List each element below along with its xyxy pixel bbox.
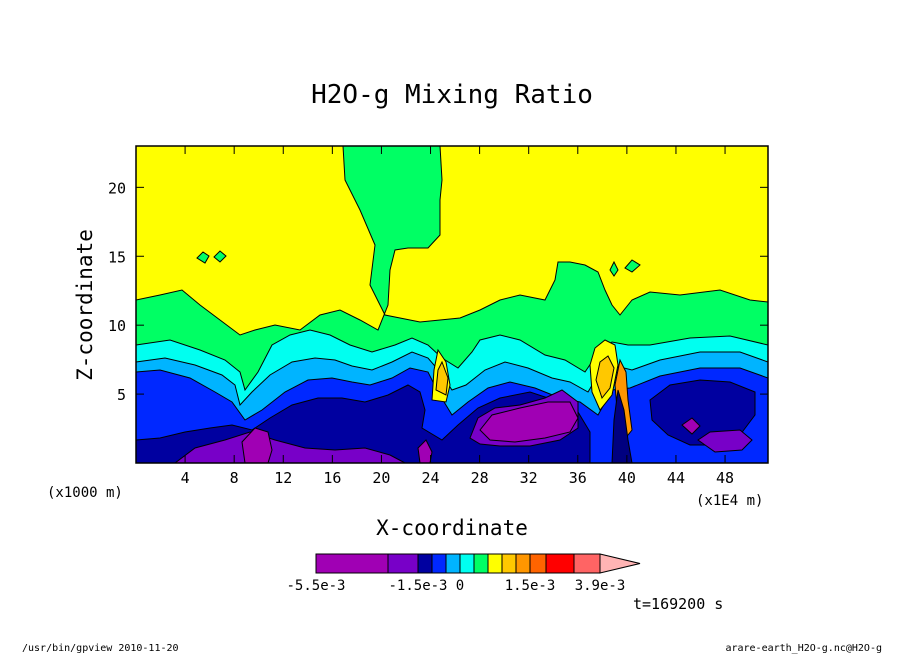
colorbar-label: -1.5e-3 <box>388 578 447 594</box>
contour-island-green-2 <box>213 250 227 263</box>
contour-plume-core-dark <box>611 389 633 463</box>
colorbar-swatch <box>515 553 531 574</box>
footer-right: arare-earth_H2O-g.nc@H2O-g <box>725 643 882 654</box>
x-unit-right: (x1E4 m) <box>696 493 763 509</box>
colorbar-swatch <box>431 553 447 574</box>
contour-band-violet <box>174 389 753 463</box>
colorbar-swatch <box>459 553 475 574</box>
colorbar-swatch <box>529 553 547 574</box>
x-tick-label: 40 <box>618 469 636 487</box>
time-annotation: t=169200 s <box>633 595 723 613</box>
contour-band-navy-right <box>649 379 756 446</box>
x-tick-label: 28 <box>471 469 489 487</box>
colorbar-label: 0 <box>456 578 464 594</box>
chart-title: H2O-g Mixing Ratio <box>311 80 593 110</box>
contour-island-green-1 <box>196 251 210 264</box>
contour-field <box>136 146 768 463</box>
plot-frame <box>135 145 769 464</box>
x-tick-label: 12 <box>274 469 292 487</box>
y-tick-label: 5 <box>117 386 126 404</box>
x-tick-label: 16 <box>323 469 341 487</box>
y-axis-label: Z-coordinate <box>73 229 97 381</box>
colorbar-swatch <box>487 553 503 574</box>
x-tick-label: 36 <box>569 469 587 487</box>
x-tick-label: 20 <box>372 469 390 487</box>
y-ticks: 5 10 15 20 <box>108 179 768 404</box>
colorbar-swatch <box>387 553 419 574</box>
contour-band-purple <box>241 401 701 463</box>
contour-island-small-1 <box>609 260 619 277</box>
y-tick-label: 15 <box>108 248 126 266</box>
x-ticks: 4 8 12 16 20 24 28 32 36 40 44 48 <box>181 146 734 487</box>
x-tick-label: 48 <box>716 469 734 487</box>
colorbar-labels: -5.5e-3 -1.5e-3 0 1.5e-3 3.9e-3 <box>286 578 625 594</box>
footer-left: /usr/bin/gpview 2010-11-20 <box>22 643 179 654</box>
colorbar-label: 1.5e-3 <box>505 578 556 594</box>
x-axis-label: X-coordinate <box>376 516 528 540</box>
contour-plume-left-orange <box>435 360 449 396</box>
x-tick-label: 44 <box>667 469 685 487</box>
contour-plume-right-orange <box>595 355 615 400</box>
x-unit-left: (x1000 m) <box>47 485 123 501</box>
y-tick-label: 10 <box>108 317 126 335</box>
colorbar-label: 3.9e-3 <box>575 578 626 594</box>
colorbar <box>315 553 641 574</box>
colorbar-swatch <box>445 553 461 574</box>
x-tick-label: 32 <box>520 469 538 487</box>
colorbar-swatch <box>545 553 575 574</box>
colorbar-swatch <box>315 553 389 574</box>
colorbar-swatch <box>417 553 433 574</box>
colorbar-label: -5.5e-3 <box>286 578 345 594</box>
colorbar-swatch <box>573 553 601 574</box>
y-tick-label: 20 <box>108 179 126 197</box>
colorbar-swatch <box>501 553 517 574</box>
colorbar-arrow <box>599 553 641 574</box>
x-tick-label: 24 <box>421 469 439 487</box>
contour-island-small-2 <box>624 259 641 273</box>
x-tick-label: 4 <box>181 469 190 487</box>
colorbar-swatch <box>473 553 489 574</box>
x-tick-label: 8 <box>230 469 239 487</box>
